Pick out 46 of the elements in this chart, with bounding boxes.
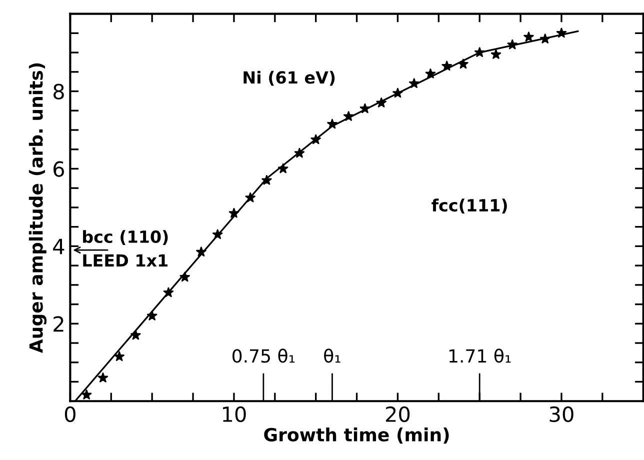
- point: [262, 174, 272, 185]
- x-tick-label: 0: [64, 406, 76, 422]
- point: [507, 39, 518, 50]
- ref-line-label: 1.71 θ₁: [449, 348, 511, 363]
- point: [540, 34, 550, 44]
- point: [180, 272, 190, 282]
- x-tick-label: 30: [550, 406, 574, 422]
- point: [98, 372, 108, 382]
- point: [343, 111, 354, 121]
- annotation: Ni (61 eV): [244, 70, 335, 86]
- x-tick-label: 20: [386, 406, 410, 422]
- point: [442, 60, 452, 71]
- y-tick-label: 6: [54, 161, 64, 177]
- x-axis-title: Growth time (min): [264, 428, 449, 444]
- point: [245, 192, 256, 202]
- point: [392, 88, 403, 98]
- point: [212, 229, 223, 240]
- point: [130, 330, 141, 340]
- point: [114, 351, 124, 362]
- point: [327, 118, 338, 129]
- point: [376, 98, 386, 108]
- point: [81, 390, 92, 400]
- point: [146, 310, 158, 320]
- point: [294, 148, 305, 158]
- point: [196, 246, 206, 256]
- point: [360, 103, 370, 114]
- point: [425, 68, 436, 78]
- point: [408, 78, 420, 88]
- point: [310, 134, 321, 144]
- point: [458, 58, 468, 69]
- point: [228, 208, 240, 218]
- annotation: fcc(111): [432, 198, 507, 214]
- point: [163, 287, 174, 298]
- point: [524, 32, 534, 42]
- annotation: bcc (110) LEED 1x1: [83, 230, 168, 267]
- x-tick-label: 10: [222, 406, 246, 422]
- y-tick-label: 4: [53, 238, 64, 254]
- ref-line-label: θ₁: [324, 348, 340, 363]
- y-axis-title: Auger amplitude (arb. units): [28, 63, 47, 354]
- y-tick-label: 8: [53, 84, 64, 100]
- y-tick-label: 2: [54, 316, 64, 332]
- ref-line-label: 0.75 θ₁: [232, 348, 295, 363]
- point: [490, 49, 502, 59]
- point: [556, 28, 567, 38]
- point: [474, 47, 485, 57]
- point: [278, 163, 288, 174]
